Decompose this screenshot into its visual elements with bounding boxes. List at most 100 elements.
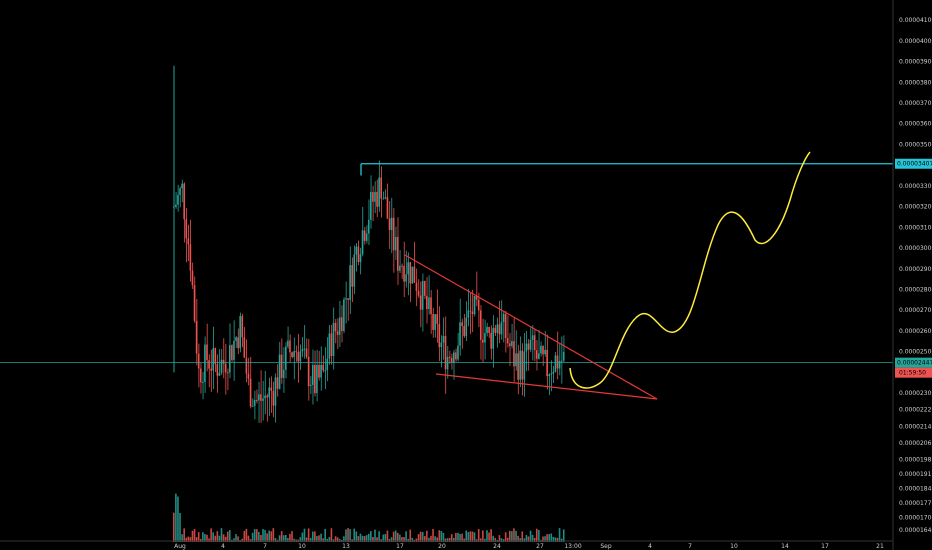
- candle: [222, 359, 225, 364]
- candle: [355, 246, 358, 255]
- candle: [305, 348, 308, 357]
- volume-bar: [199, 538, 202, 542]
- price-tick-label: 0.00003200: [899, 204, 932, 211]
- candle: [457, 345, 459, 360]
- candle: [469, 310, 472, 312]
- volume-bar: [562, 529, 565, 542]
- candle: [357, 246, 360, 263]
- volume-bar: [531, 534, 534, 542]
- candle: [322, 364, 324, 371]
- candle: [233, 340, 235, 360]
- volume-bar: [438, 530, 441, 542]
- candle: [394, 236, 397, 251]
- volume-bar: [411, 537, 414, 542]
- candle: [500, 321, 503, 335]
- volume-bar: [251, 532, 254, 542]
- time-axis[interactable]: Aug 4 7 10 13 17 20 24 27 13:00 Sep 4 7 10 14 17 21: [0, 540, 893, 550]
- candle: [434, 314, 436, 330]
- volume-bar: [326, 538, 329, 542]
- volume-bar: [181, 534, 183, 542]
- candle: [289, 340, 291, 353]
- candle: [303, 348, 306, 350]
- candle: [397, 236, 399, 271]
- candle: [378, 177, 380, 207]
- volume-bar: [479, 538, 482, 542]
- volume-bar: [492, 535, 495, 542]
- candle: [210, 368, 212, 371]
- candle: [509, 343, 511, 347]
- candle: [199, 368, 202, 383]
- price-tick-label: 0.00003900: [899, 59, 932, 66]
- candle: [562, 352, 565, 361]
- candle: [372, 192, 374, 202]
- volume-bar: [372, 536, 374, 542]
- candle: [471, 311, 474, 315]
- candle: [453, 352, 455, 363]
- volume-bar: [363, 536, 366, 542]
- candle: [301, 349, 304, 352]
- price-axis[interactable]: 0.00004100 0.00004000 0.00003900 0.00003800…: [892, 0, 932, 550]
- volume-bar: [243, 530, 246, 542]
- candle: [278, 354, 281, 389]
- volume-bar: [216, 531, 219, 542]
- volume-bar: [552, 536, 555, 542]
- volume-bar: [214, 535, 217, 542]
- volume-bar: [264, 530, 266, 542]
- volume-bar: [224, 536, 227, 542]
- candle: [455, 352, 457, 360]
- volume-bar: [274, 537, 277, 542]
- volume-bar: [173, 512, 175, 542]
- candle: [413, 266, 416, 283]
- volume-bar: [461, 533, 463, 542]
- volume-bar: [450, 534, 453, 542]
- price-tick-label: 0.00002140: [899, 423, 932, 430]
- price-tick-label: 0.00002600: [899, 328, 932, 335]
- volume-bar: [544, 536, 546, 542]
- candle: [195, 320, 198, 354]
- candle: [229, 345, 231, 373]
- volume-bar: [314, 531, 316, 542]
- candle: [384, 197, 387, 199]
- volume-bar: [278, 535, 281, 542]
- candle: [309, 384, 312, 387]
- volume-bar: [367, 533, 370, 542]
- falling-wedge-triangle[interactable]: [404, 254, 658, 400]
- candle: [380, 177, 383, 199]
- candle: [243, 337, 246, 358]
- candle: [235, 337, 237, 341]
- candle: [338, 317, 341, 335]
- candle: [204, 344, 206, 383]
- drawing-layer: [0, 151, 893, 400]
- volume-bar: [311, 531, 314, 542]
- volume-bar: [457, 532, 459, 542]
- candle: [175, 204, 177, 207]
- price-tick-label: 0.00003700: [899, 100, 932, 107]
- candle: [374, 191, 376, 202]
- volume-bar: [376, 537, 378, 542]
- candle: [336, 331, 339, 335]
- volume-bar: [280, 531, 283, 542]
- candle: [554, 355, 557, 372]
- volume-bar: [179, 512, 181, 542]
- candle: [197, 353, 200, 369]
- volume-bar: [268, 530, 271, 542]
- candle: [268, 387, 271, 398]
- volume-bar: [477, 528, 480, 542]
- volume-bar: [453, 537, 455, 542]
- volume-bar: [220, 528, 223, 542]
- candle: [419, 295, 422, 310]
- candle: [523, 351, 526, 380]
- projection-path[interactable]: [569, 151, 811, 389]
- time-tick-label: 17: [396, 543, 404, 550]
- volume-bar: [426, 530, 428, 542]
- volume-bar: [440, 530, 443, 542]
- time-tick-label: 27: [536, 543, 544, 550]
- volume-bar: [226, 531, 229, 542]
- candle: [324, 370, 327, 372]
- candle: [260, 394, 262, 401]
- candle: [440, 342, 443, 348]
- volume-bar: [465, 530, 468, 542]
- volume-bar: [504, 532, 507, 542]
